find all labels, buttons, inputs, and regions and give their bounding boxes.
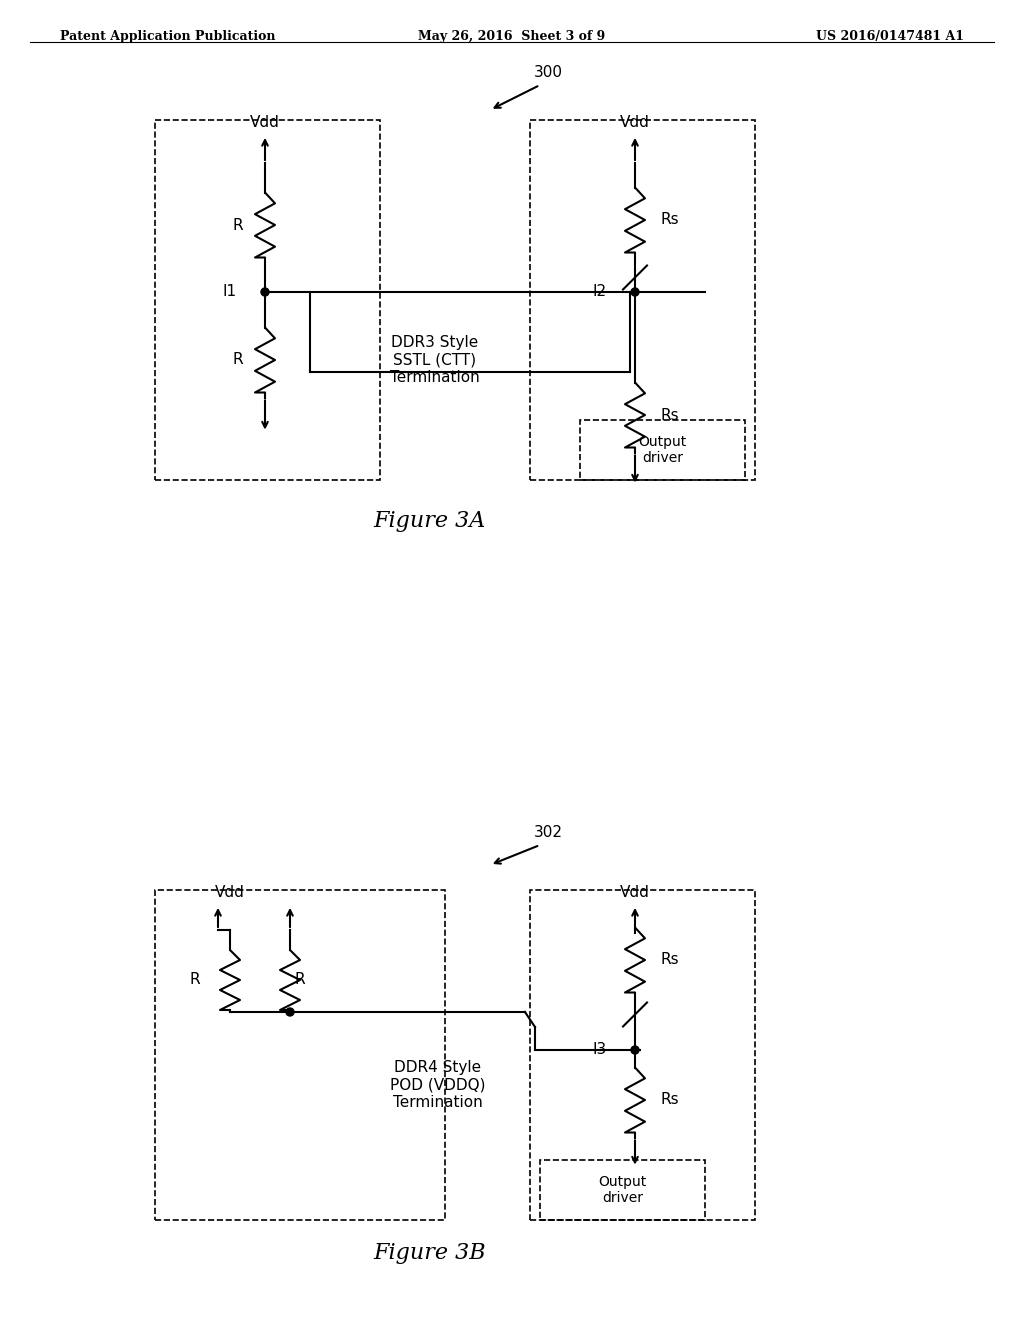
Text: Vdd: Vdd [621,115,650,129]
Text: R: R [295,973,305,987]
Text: R: R [232,352,243,367]
Text: May 26, 2016  Sheet 3 of 9: May 26, 2016 Sheet 3 of 9 [419,30,605,44]
Text: Vdd: Vdd [250,115,280,129]
Text: Rs: Rs [660,213,679,227]
Text: I1: I1 [223,285,237,300]
Bar [540,1160,705,1220]
Text: Patent Application Publication: Patent Application Publication [60,30,275,44]
Bar [155,120,380,480]
Text: I2: I2 [593,285,607,300]
Text: US 2016/0147481 A1: US 2016/0147481 A1 [816,30,964,44]
Bar [155,890,445,1220]
Text: Vdd: Vdd [621,884,650,900]
Circle shape [631,1045,639,1053]
Bar [530,120,755,480]
Text: DDR3 Style
SSTL (CTT)
Termination: DDR3 Style SSTL (CTT) Termination [390,335,480,385]
Circle shape [631,288,639,296]
Text: Rs: Rs [660,953,679,968]
Bar [580,420,745,480]
Circle shape [261,288,269,296]
Text: DDR4 Style
POD (VDDQ)
Termination: DDR4 Style POD (VDDQ) Termination [390,1060,485,1110]
Text: Output
driver: Output driver [598,1175,646,1205]
Text: Vdd: Vdd [215,884,245,900]
Text: Rs: Rs [660,408,679,422]
Text: R: R [189,973,200,987]
Text: Figure 3A: Figure 3A [374,510,486,532]
Text: Output
driver: Output driver [638,434,687,465]
Text: Figure 3B: Figure 3B [374,1242,486,1265]
Bar [530,890,755,1220]
Text: I3: I3 [593,1043,607,1057]
Text: R: R [232,218,243,232]
Text: Rs: Rs [660,1093,679,1107]
Text: 302: 302 [534,825,562,840]
Circle shape [286,1008,294,1016]
Text: 300: 300 [534,65,562,81]
